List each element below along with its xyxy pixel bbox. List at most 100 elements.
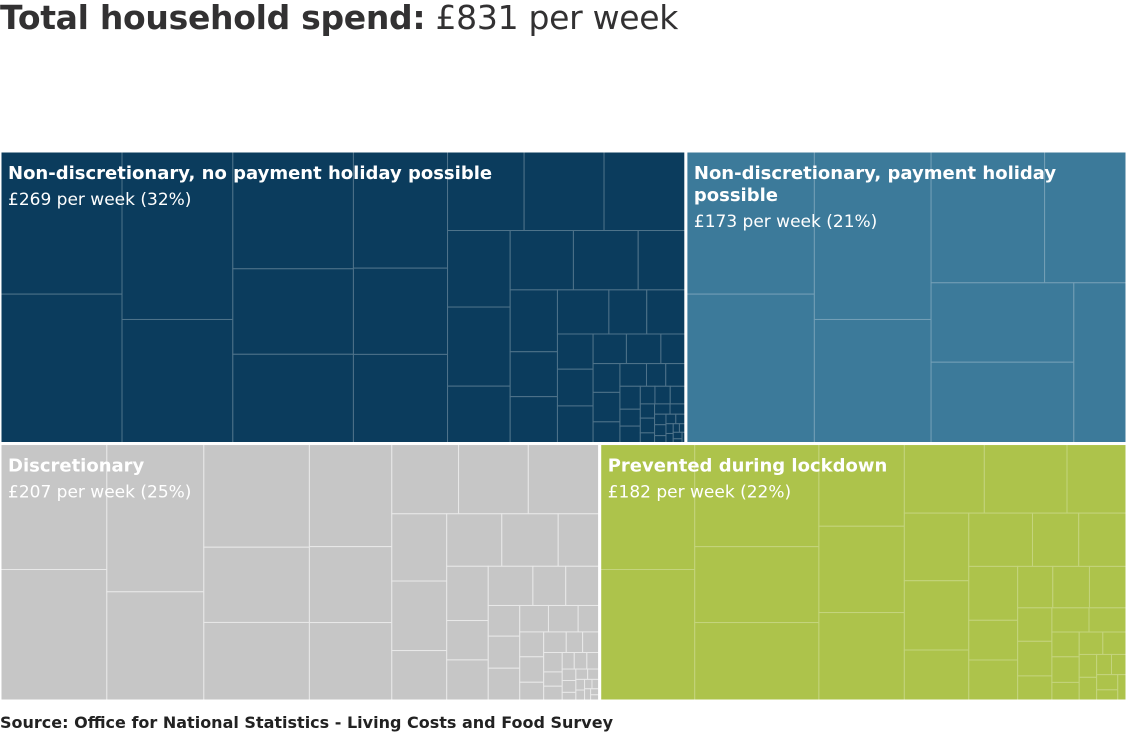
treemap-tile-non-discretionary-payment-holiday-possible-2[interactable] [813,150,932,320]
treemap-tile-discretionary-27[interactable] [487,667,521,702]
treemap-tile-non-discretionary-no-payment-holiday-possible-43[interactable] [639,403,656,419]
treemap-tile-non-discretionary-no-payment-holiday-possible-36[interactable] [665,363,687,387]
treemap-tile-discretionary-52[interactable] [584,688,592,702]
treemap-tile-non-discretionary-no-payment-holiday-possible-23[interactable] [608,289,648,335]
treemap-tile-prevented-during-lockdown-15[interactable] [1031,512,1080,567]
treemap-tile-prevented-during-lockdown-9[interactable] [983,443,1068,514]
treemap-tile-non-discretionary-no-payment-holiday-possible-13[interactable] [447,230,511,308]
treemap-tile-discretionary-35[interactable] [565,631,584,654]
treemap-tile-discretionary-20[interactable] [446,620,489,661]
treemap-tile-discretionary-33[interactable] [519,681,545,702]
treemap-tile-discretionary-8[interactable] [308,546,393,624]
treemap-tile-prevented-during-lockdown-2[interactable] [694,443,820,548]
treemap-tile-non-discretionary-no-payment-holiday-possible-26[interactable] [556,368,594,407]
treemap-tile-prevented-during-lockdown-28[interactable] [1051,631,1080,658]
treemap-tile-non-discretionary-no-payment-holiday-possible-3[interactable] [121,318,234,445]
treemap-tile-prevented-during-lockdown-22[interactable] [1088,565,1128,609]
treemap-tile-discretionary-36[interactable] [582,631,601,654]
treemap-tile-non-discretionary-no-payment-holiday-possible-57[interactable] [672,431,683,440]
treemap-tile-non-discretionary-no-payment-holiday-possible-41[interactable] [654,385,671,405]
treemap-tile-non-discretionary-payment-holiday-possible-7[interactable] [930,361,1075,445]
treemap-tile-non-discretionary-no-payment-holiday-possible-19[interactable] [509,289,558,353]
treemap-tile-prevented-during-lockdown-24[interactable] [1017,640,1053,677]
treemap-tile-discretionary-44[interactable] [561,680,577,693]
treemap-tile-discretionary-38[interactable] [543,671,563,687]
treemap-tile-non-discretionary-no-payment-holiday-possible-39[interactable] [619,425,641,445]
treemap-tile-non-discretionary-no-payment-holiday-possible-55[interactable] [672,423,680,433]
treemap-tile-prevented-during-lockdown-13[interactable] [903,649,970,702]
treemap-tile-non-discretionary-no-payment-holiday-possible-4[interactable] [232,150,354,270]
treemap-tile-non-discretionary-no-payment-holiday-possible-45[interactable] [639,432,656,445]
treemap-tile-non-discretionary-no-payment-holiday-possible-25[interactable] [556,333,594,370]
treemap-tile-discretionary-10[interactable] [391,443,460,515]
treemap-tile-prevented-during-lockdown-31[interactable] [1078,631,1104,655]
treemap-tile-non-discretionary-no-payment-holiday-possible-38[interactable] [619,408,641,427]
treemap-tile-non-discretionary-no-payment-holiday-possible-44[interactable] [639,417,656,434]
treemap-tile-discretionary-26[interactable] [487,635,521,669]
treemap-tile-prevented-during-lockdown-36[interactable] [1111,653,1128,676]
treemap-tile-discretionary-19[interactable] [446,565,489,622]
treemap-tile-discretionary-9[interactable] [308,622,393,702]
treemap-tile-discretionary-25[interactable] [487,604,521,637]
treemap-tile-non-discretionary-no-payment-holiday-possible-15[interactable] [447,385,511,445]
treemap-tile-discretionary-2[interactable] [106,443,205,593]
treemap-tile-prevented-during-lockdown-32[interactable] [1102,631,1128,655]
treemap-tile-prevented-during-lockdown-17[interactable] [968,565,1019,621]
treemap-tile-non-discretionary-no-payment-holiday-possible-2[interactable] [121,150,234,320]
treemap-tile-discretionary-5[interactable] [203,546,310,623]
treemap-tile-non-discretionary-no-payment-holiday-possible-53[interactable] [665,423,674,434]
treemap-tile-discretionary-12[interactable] [527,443,601,515]
treemap-tile-non-discretionary-no-payment-holiday-possible-40[interactable] [639,385,656,405]
treemap-tile-non-discretionary-no-payment-holiday-possible-16[interactable] [509,230,574,291]
treemap-tile-non-discretionary-no-payment-holiday-possible-11[interactable] [523,150,605,232]
treemap-tile-non-discretionary-no-payment-holiday-possible-14[interactable] [447,306,511,387]
treemap-tile-discretionary-34[interactable] [543,631,567,654]
treemap-tile-discretionary-6[interactable] [203,621,310,702]
treemap-tile-non-discretionary-no-payment-holiday-possible-49[interactable] [654,424,667,437]
treemap-tile-prevented-during-lockdown-38[interactable] [1096,689,1119,702]
treemap-tile-prevented-during-lockdown-5[interactable] [818,443,905,527]
treemap-tile-prevented-during-lockdown-20[interactable] [1017,565,1054,609]
treemap-tile-discretionary-47[interactable] [587,668,601,680]
treemap-tile-discretionary-50[interactable] [584,678,593,690]
treemap-tile-prevented-during-lockdown-0[interactable] [599,443,696,570]
treemap-tile-prevented-during-lockdown-25[interactable] [1017,675,1053,702]
treemap-tile-non-discretionary-no-payment-holiday-possible-34[interactable] [619,363,647,387]
treemap-tile-discretionary-16[interactable] [446,513,503,567]
treemap-tile-non-discretionary-payment-holiday-possible-3[interactable] [813,318,932,445]
treemap-tile-discretionary-0[interactable] [0,443,108,570]
treemap-tile-discretionary-23[interactable] [532,565,567,606]
treemap-tile-non-discretionary-no-payment-holiday-possible-33[interactable] [592,421,621,445]
treemap-tile-discretionary-46[interactable] [575,668,589,680]
treemap-tile-prevented-during-lockdown-26[interactable] [1051,607,1090,633]
treemap-tile-prevented-during-lockdown-3[interactable] [694,546,820,624]
treemap-tile-prevented-during-lockdown-14[interactable] [968,512,1033,567]
treemap-tile-prevented-during-lockdown-4[interactable] [694,622,820,702]
treemap-tile-non-discretionary-no-payment-holiday-possible-27[interactable] [556,405,594,445]
treemap-tile-discretionary-22[interactable] [487,565,534,606]
treemap-tile-non-discretionary-no-payment-holiday-possible-17[interactable] [572,230,639,291]
treemap-tile-discretionary-7[interactable] [308,443,393,548]
treemap-tile-discretionary-1[interactable] [0,568,108,702]
treemap-tile-discretionary-17[interactable] [501,513,559,567]
treemap-tile-prevented-during-lockdown-23[interactable] [1017,607,1053,642]
treemap-tile-non-discretionary-no-payment-holiday-possible-5[interactable] [232,268,354,355]
treemap-tile-non-discretionary-payment-holiday-possible-6[interactable] [930,282,1075,363]
treemap-tile-non-discretionary-no-payment-holiday-possible-51[interactable] [665,413,677,425]
treemap-tile-prevented-during-lockdown-19[interactable] [968,659,1019,702]
treemap-tile-non-discretionary-no-payment-holiday-possible-22[interactable] [556,289,610,335]
treemap-tile-discretionary-28[interactable] [519,604,549,633]
treemap-tile-discretionary-13[interactable] [391,513,448,582]
treemap-tile-prevented-during-lockdown-8[interactable] [903,443,985,514]
treemap-tile-non-discretionary-no-payment-holiday-possible-35[interactable] [645,363,667,387]
treemap-tile-prevented-during-lockdown-10[interactable] [1066,443,1128,514]
treemap-tile-discretionary-43[interactable] [561,668,577,682]
treemap-tile-discretionary-37[interactable] [543,652,563,673]
treemap-tile-discretionary-30[interactable] [577,604,601,633]
treemap-tile-prevented-during-lockdown-6[interactable] [818,525,905,614]
treemap-tile-non-discretionary-no-payment-holiday-possible-1[interactable] [0,293,123,445]
treemap-tile-non-discretionary-no-payment-holiday-possible-46[interactable] [654,403,671,415]
treemap-tile-discretionary-15[interactable] [391,650,448,702]
treemap-tile-prevented-during-lockdown-37[interactable] [1096,674,1119,691]
treemap-tile-discretionary-49[interactable] [575,689,586,702]
